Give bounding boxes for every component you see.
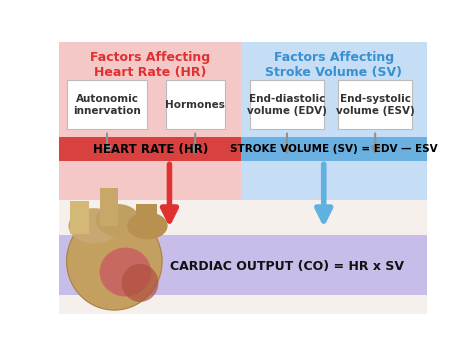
Ellipse shape — [122, 264, 158, 302]
Bar — [59, 42, 241, 200]
Text: Autonomic
innervation: Autonomic innervation — [73, 94, 141, 116]
Ellipse shape — [100, 247, 151, 297]
FancyBboxPatch shape — [166, 80, 225, 129]
Text: End-diastolic
volume (EDV): End-diastolic volume (EDV) — [247, 94, 327, 116]
FancyBboxPatch shape — [250, 80, 324, 129]
FancyBboxPatch shape — [70, 201, 89, 234]
FancyBboxPatch shape — [100, 188, 118, 226]
Text: CARDIAC OUTPUT (CO) = HR x SV: CARDIAC OUTPUT (CO) = HR x SV — [170, 260, 404, 273]
FancyBboxPatch shape — [66, 80, 147, 129]
Text: HEART RATE (HR): HEART RATE (HR) — [92, 143, 208, 156]
Text: Factors Affecting
Stroke Volume (SV): Factors Affecting Stroke Volume (SV) — [265, 50, 402, 78]
Text: Factors Affecting
Heart Rate (HR): Factors Affecting Heart Rate (HR) — [90, 50, 210, 78]
Bar — [59, 137, 241, 161]
Text: STROKE VOLUME (SV) = EDV — ESV: STROKE VOLUME (SV) = EDV — ESV — [230, 144, 438, 154]
Ellipse shape — [127, 212, 168, 239]
Bar — [59, 200, 427, 314]
Bar — [59, 235, 427, 295]
Bar — [241, 137, 427, 161]
Text: Hormones: Hormones — [165, 100, 225, 110]
FancyBboxPatch shape — [137, 204, 156, 231]
Ellipse shape — [68, 208, 120, 244]
Ellipse shape — [66, 212, 162, 310]
Ellipse shape — [96, 204, 140, 237]
Bar — [241, 42, 427, 200]
Text: End-systolic
volume (ESV): End-systolic volume (ESV) — [336, 94, 415, 116]
FancyBboxPatch shape — [338, 80, 412, 129]
